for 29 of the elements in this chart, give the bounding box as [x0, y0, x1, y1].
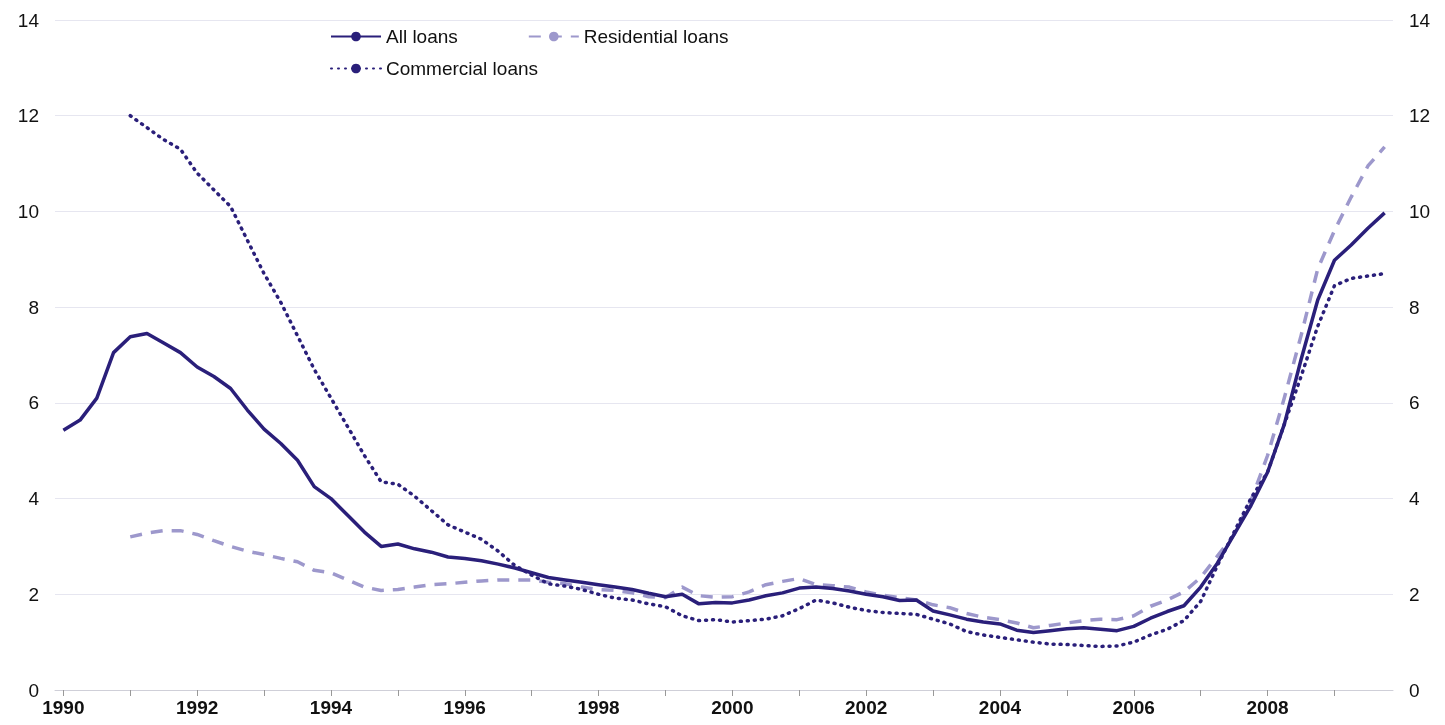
y-tick-label: 2 [28, 583, 39, 605]
x-tick-label: 2006 [1112, 697, 1155, 718]
legend-label: Residential loans [583, 26, 729, 47]
y-tick-label: 14 [17, 9, 40, 31]
y2-tick-label: 8 [1409, 296, 1420, 318]
y-tick-label: 8 [28, 296, 39, 318]
y2-tick-label: 10 [1409, 200, 1431, 222]
y-tick-label: 4 [28, 488, 40, 510]
x-tick-label: 2008 [1246, 697, 1289, 718]
x-tick-label: 1992 [176, 697, 219, 718]
x-tick-label: 2004 [978, 697, 1022, 718]
y2-tick-label: 0 [1409, 679, 1420, 701]
y2-tick-label: 6 [1409, 392, 1420, 414]
y-tick-label: 12 [17, 105, 39, 127]
legend-label: Commercial loans [386, 58, 539, 79]
legend-label: All loans [386, 26, 458, 47]
x-tick-label: 2002 [845, 697, 888, 718]
x-tick-label: 1990 [42, 697, 85, 718]
y-tick-label: 0 [28, 679, 39, 701]
x-tick-label: 1994 [309, 697, 353, 718]
y2-tick-label: 4 [1409, 488, 1420, 510]
y-tick-label: 10 [17, 200, 39, 222]
y-tick-label: 6 [28, 392, 39, 414]
y2-tick-label: 2 [1409, 583, 1420, 605]
x-tick-label: 1998 [577, 697, 620, 718]
x-tick-label: 2000 [711, 697, 754, 718]
y2-tick-label: 12 [1409, 105, 1431, 127]
x-tick-label: 1996 [443, 697, 486, 718]
y2-tick-label: 14 [1409, 9, 1431, 31]
